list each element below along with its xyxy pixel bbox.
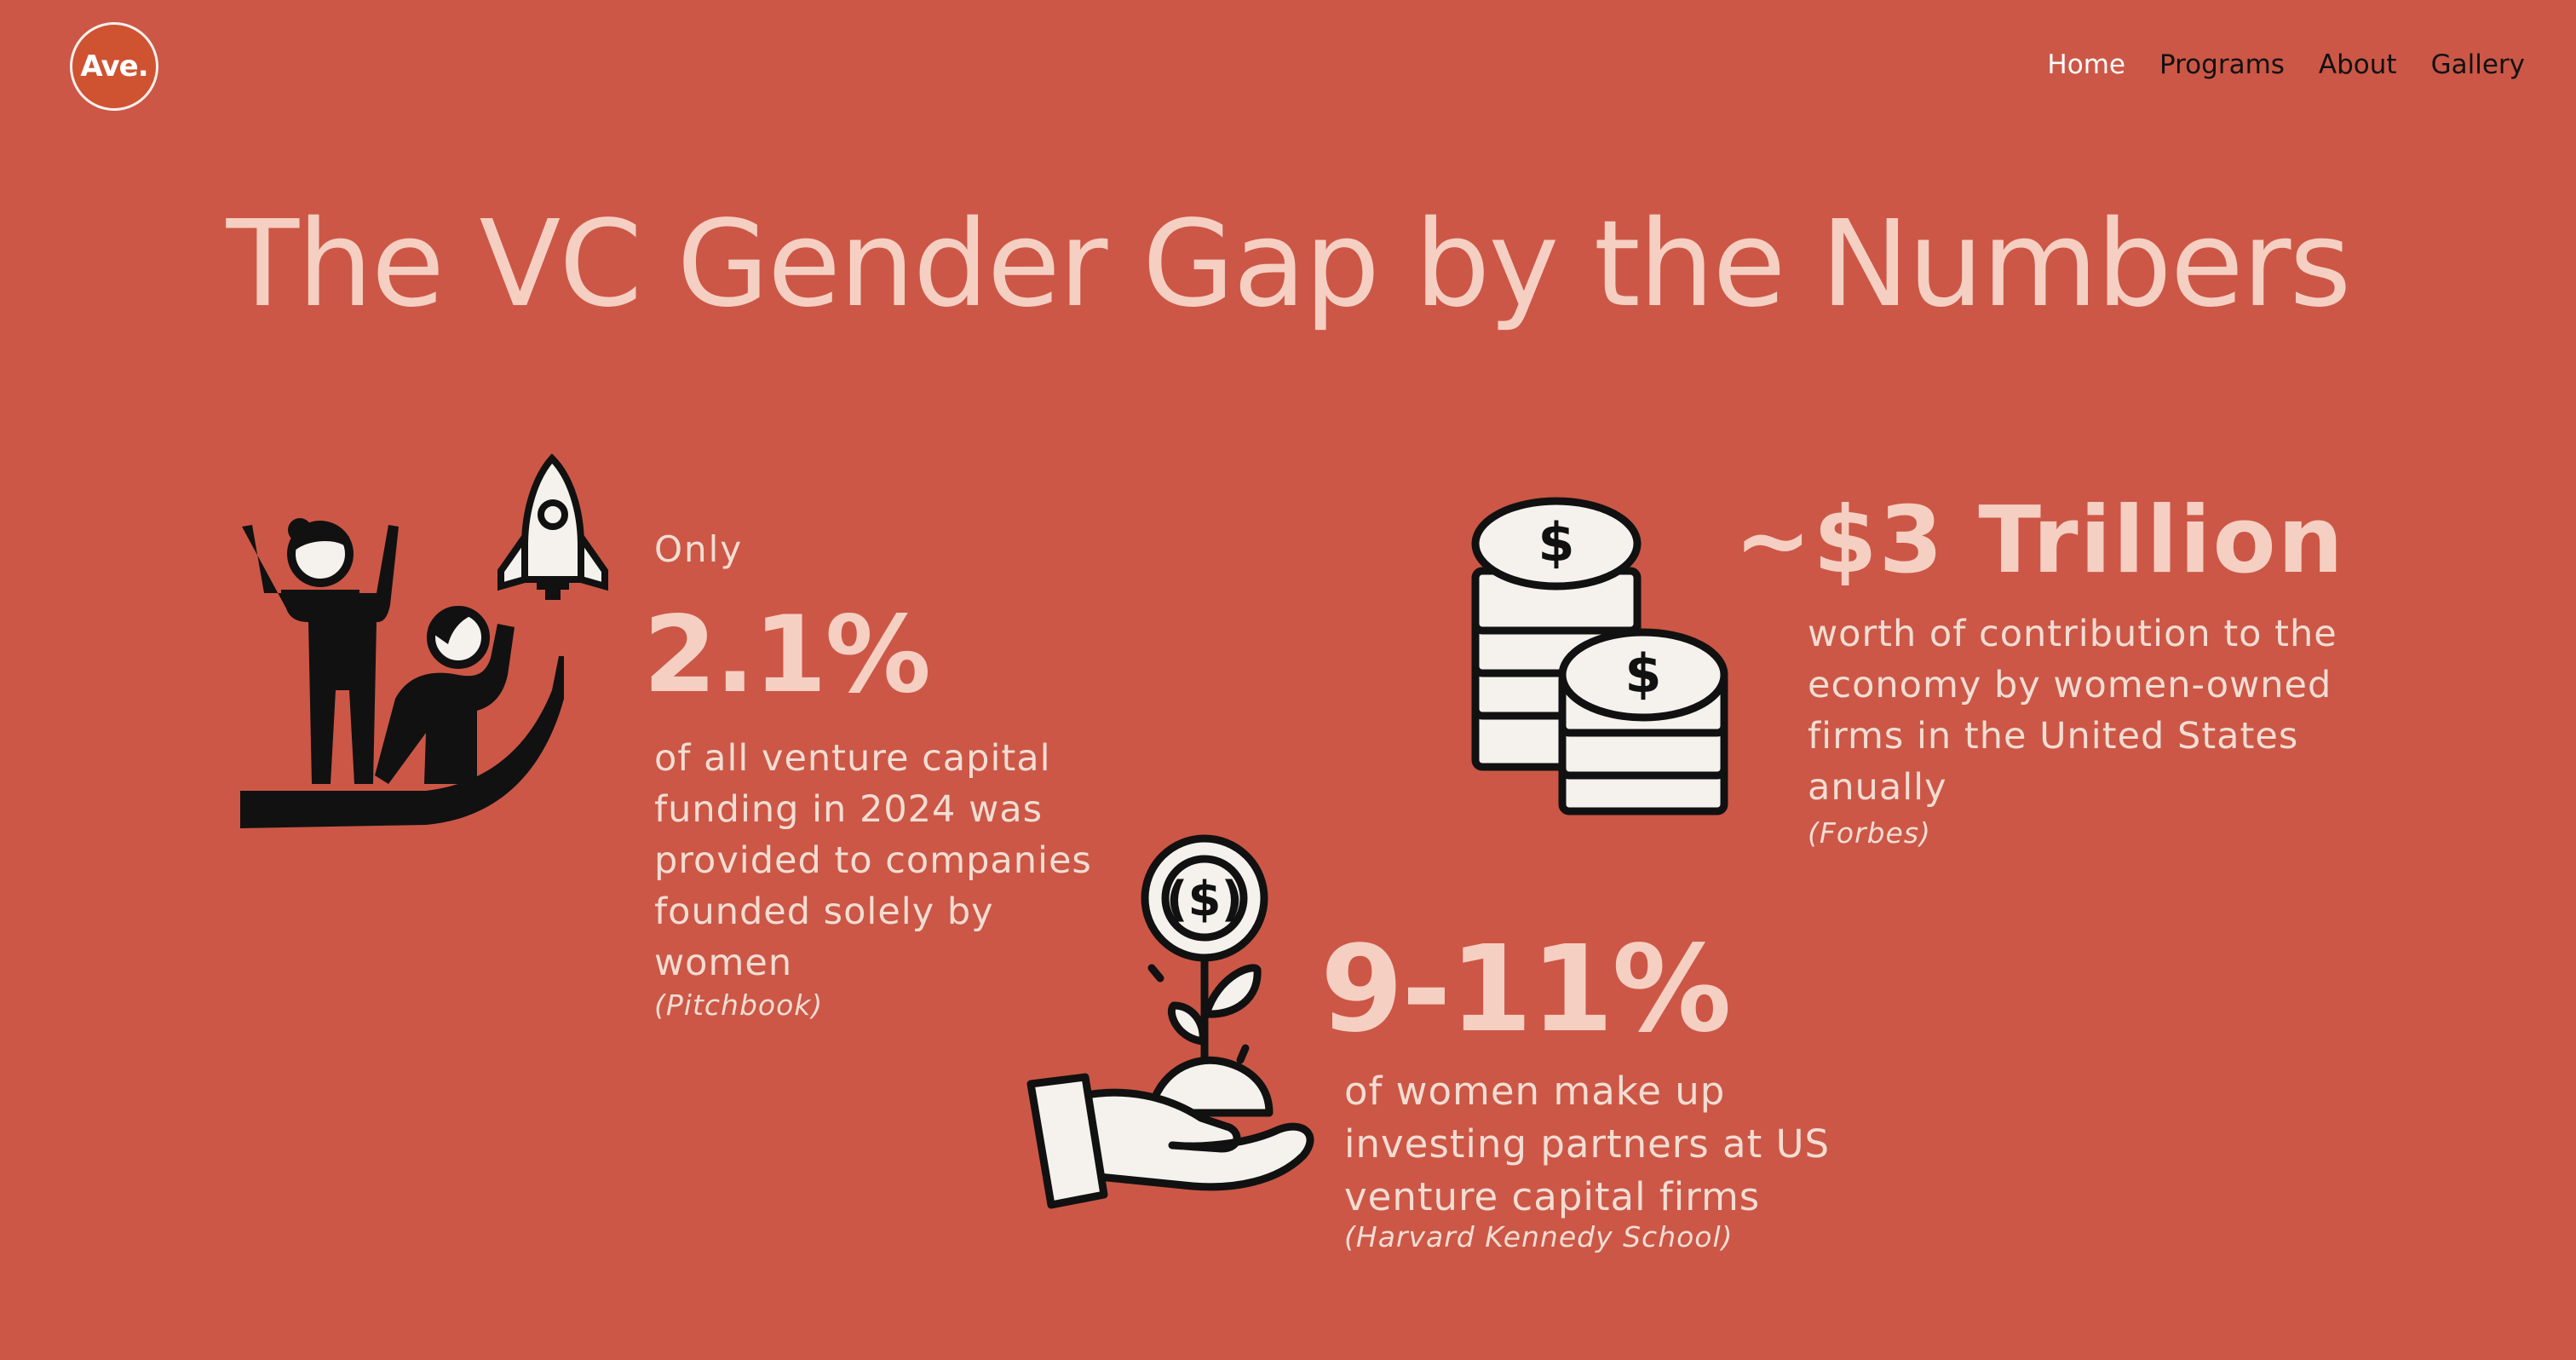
economy-description: worth of contribution to the economy by … <box>1808 613 2337 809</box>
nav-gallery[interactable]: Gallery <box>2430 49 2525 80</box>
rocket-founders-icon <box>240 453 608 828</box>
nav-programs[interactable]: Programs <box>2159 49 2285 80</box>
main-nav: Home Programs About Gallery <box>2047 49 2525 80</box>
svg-text:$: $ <box>1624 643 1661 705</box>
funding-stat-value: 2.1% <box>643 594 931 717</box>
partners-stat-value: 9-11% <box>1320 920 1732 1059</box>
coin-stacks-icon: $ $ <box>1471 497 1728 815</box>
partners-description: of women make up investing partners at U… <box>1344 1069 1831 1219</box>
funding-source: (Pitchbook) <box>654 988 824 1022</box>
funding-prefix: Only <box>654 528 744 570</box>
svg-text:$: $ <box>1538 511 1574 573</box>
nav-about[interactable]: About <box>2318 49 2397 80</box>
logo[interactable]: Ave. <box>70 22 158 111</box>
funding-description: of all venture capital funding in 2024 w… <box>654 737 1092 984</box>
nav-home[interactable]: Home <box>2047 49 2125 80</box>
economy-source: (Forbes) <box>1808 816 1931 850</box>
svg-text:($): ($) <box>1166 872 1243 927</box>
economy-stat-value: ~$3 Trillion <box>1734 487 2345 594</box>
partners-source: (Harvard Kennedy School) <box>1344 1220 1734 1253</box>
page-title: The VC Gender Gap by the Numbers <box>226 195 2352 334</box>
logo-text: Ave. <box>80 49 148 84</box>
hand-money-plant-icon: ($) <box>1026 834 1314 1209</box>
